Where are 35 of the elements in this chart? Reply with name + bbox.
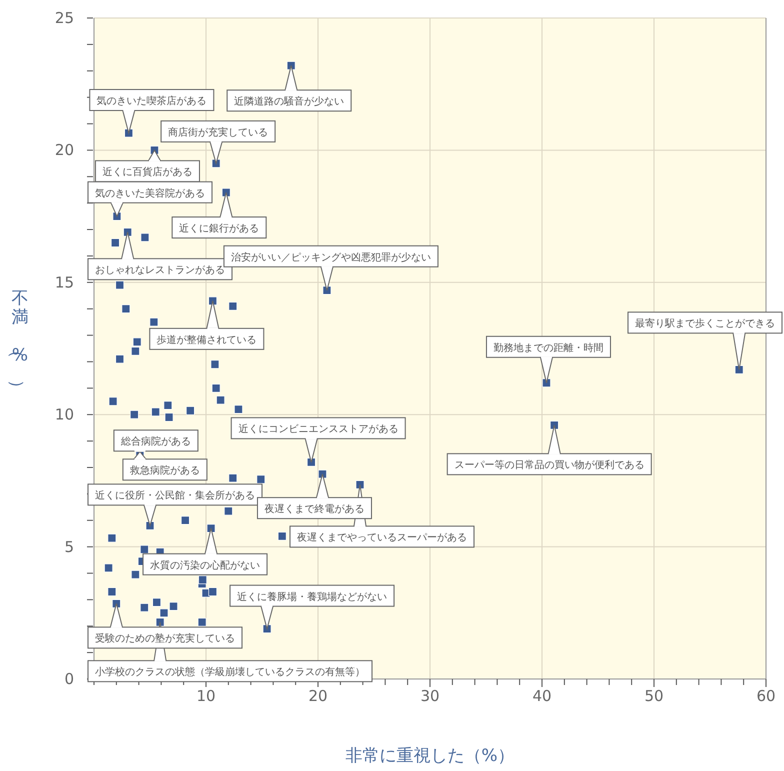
- annotation: 近くに養豚場・養鶏場などがない: [237, 590, 388, 603]
- annotation: 夜遅くまで終電がある: [264, 503, 364, 516]
- annotation: 救急病院がある: [128, 464, 200, 477]
- x-tick-label: 20: [308, 687, 328, 705]
- annotation: 最寄り駅まで歩くことができる: [635, 318, 775, 330]
- annotation: 近くに役所・公民館・集会所がある: [95, 490, 255, 502]
- annotation: おしゃれなレストランがある: [95, 265, 225, 276]
- annotation: 気のきいた喫茶店がある: [96, 95, 207, 108]
- x-tick-label: 50: [644, 687, 664, 705]
- annotation: 水質の汚染の心配がない: [150, 559, 260, 572]
- x-tick-label: 10: [196, 687, 216, 705]
- x-tick-label: 40: [532, 687, 552, 705]
- annotation: 近くに銀行がある: [179, 222, 260, 235]
- y-tick-label: 25: [54, 9, 74, 27]
- annotation: 近隣道路の騒音が少ない: [234, 96, 344, 108]
- y-tick-label: 20: [54, 141, 74, 160]
- annotation: 総合病院がある: [120, 436, 191, 448]
- annotation: 受験のための塾が充実している: [95, 632, 235, 645]
- annotation: 勤務地までの距離・時間: [493, 342, 604, 354]
- x-axis-title: 非常に重視した（%）: [345, 746, 515, 766]
- y-tick-label: 10: [54, 406, 74, 424]
- annotation: スーパー等の日常品の買い物が便利である: [454, 459, 644, 472]
- annotation: 小学校のクラスの状態（学級崩壊しているクラスの有無等）: [95, 666, 365, 678]
- annotation: 近くに百貨店がある: [102, 166, 192, 178]
- y-tick-label: 5: [64, 538, 74, 556]
- annotation: 気のきいた美容院がある: [95, 187, 205, 200]
- y-tick-label: 0: [64, 670, 74, 688]
- annotation: 商店街が充実している: [168, 126, 268, 138]
- annotation: 夜遅くまでやっているスーパーがある: [297, 532, 467, 544]
- annotation: 治安がいい／ピッキングや凶悪犯罪が少ない: [230, 251, 431, 264]
- x-tick-label: 30: [420, 687, 440, 705]
- y-tick-label: 15: [54, 273, 74, 292]
- x-tick-label: 60: [756, 687, 776, 705]
- annotation: 近くにコンビニエンスストアがある: [238, 423, 398, 436]
- annotation: 歩道が整備されている: [156, 334, 257, 346]
